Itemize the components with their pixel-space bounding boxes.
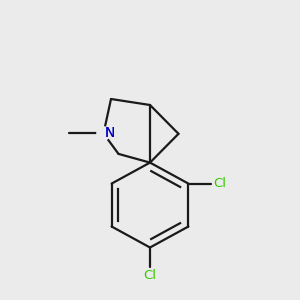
- Text: Cl: Cl: [143, 269, 157, 282]
- Text: Cl: Cl: [213, 177, 226, 190]
- Text: N: N: [105, 127, 116, 140]
- Text: N: N: [105, 127, 116, 140]
- Circle shape: [97, 127, 110, 140]
